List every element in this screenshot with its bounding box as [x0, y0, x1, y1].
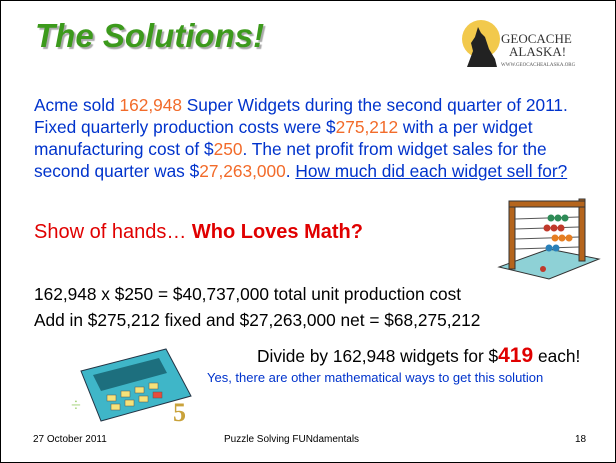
problem-segment: $ — [326, 117, 336, 137]
abacus-post — [509, 205, 515, 269]
logo-url: WWW.GEOCACHEALASKA.ORG — [501, 63, 576, 68]
abacus-frame — [509, 201, 585, 207]
work-line: Add in $275,212 fixed and $27,263,000 ne… — [34, 310, 480, 331]
footer-date: 27 October 2011 — [33, 434, 107, 445]
answer-after: each! — [533, 346, 580, 366]
abacus-post — [579, 199, 585, 261]
calc-digit-decor: 5 — [173, 398, 186, 426]
question-link[interactable]: How much did each widget sell for? — [295, 161, 567, 181]
problem-segment: 162,948 — [119, 95, 181, 115]
problem-segment: 275,212 — [336, 117, 398, 137]
show-of-hands: Show of hands… Who Loves Math? — [34, 221, 363, 244]
page: The Solutions! GEOCACHE ALASKA! WWW.GEOC… — [0, 0, 616, 463]
logo-line2: ALASKA! — [509, 44, 566, 59]
problem-segment: 250 — [214, 139, 243, 159]
problem-segment: . — [286, 161, 296, 181]
slide: The Solutions! GEOCACHE ALASKA! WWW.GEOC… — [0, 0, 616, 463]
answer-value: 419 — [498, 344, 533, 367]
logo: GEOCACHE ALASKA! WWW.GEOCACHEALASKA.ORG — [459, 15, 584, 70]
calculator: 5 ÷ — [71, 341, 201, 426]
note: Yes, there are other mathematical ways t… — [207, 370, 543, 385]
answer: Divide by 162,948 widgets for $419 each! — [257, 344, 580, 368]
slide-title: The Solutions! — [35, 17, 264, 55]
abacus — [489, 197, 604, 283]
work-line: 162,948 x $250 = $40,737,000 total unit … — [34, 284, 461, 305]
problem-text: Acme sold 162,948 Super Widgets during t… — [34, 94, 579, 182]
footer-center: Puzzle Solving FUNdamentals — [224, 434, 359, 445]
problem-segment: 27,263,000 — [199, 161, 286, 181]
calc-symbol-decor: ÷ — [71, 395, 81, 415]
problem-segment: Acme sold — [34, 95, 119, 115]
answer-before: Divide by 162,948 widgets for $ — [257, 346, 498, 366]
problem-segment: $ — [190, 161, 200, 181]
hands-emphasis: Who Loves Math? — [192, 221, 363, 243]
abacus-rods — [515, 217, 579, 249]
footer-page: 18 — [575, 434, 586, 445]
hands-lead: Show of hands… — [34, 221, 192, 243]
